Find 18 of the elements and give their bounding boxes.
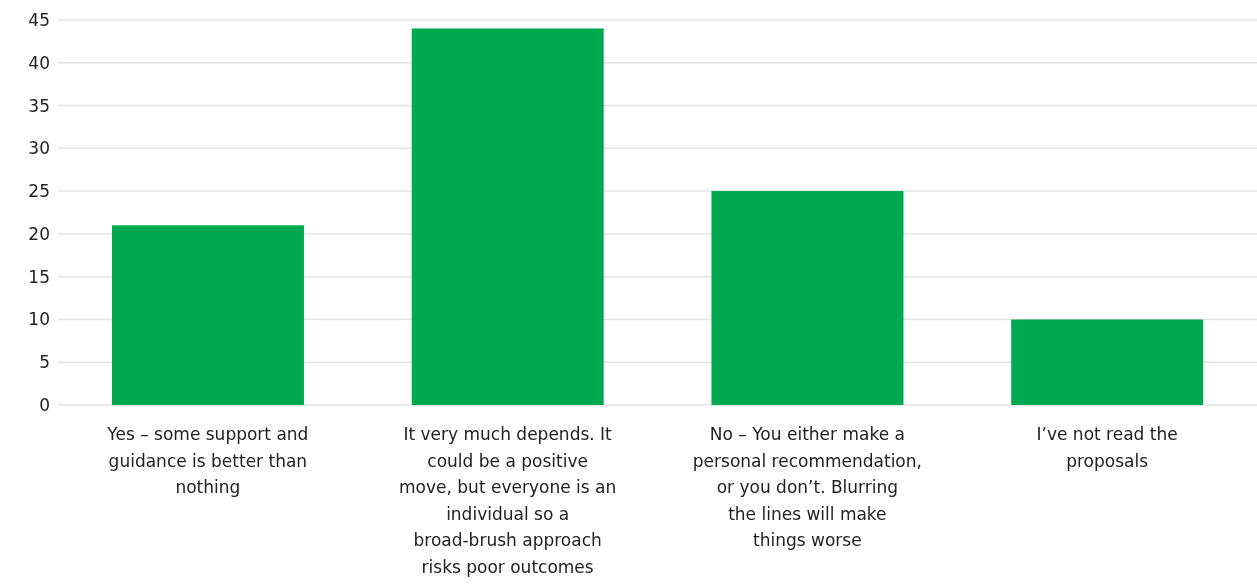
- x-tick-label: It very much depends. It could be a positive move, but everyone is an individual so a broad-brush approach risks poor outcomes: [399, 424, 617, 577]
- y-tick-label: 0: [39, 395, 50, 416]
- bar: [411, 28, 604, 405]
- bar: [1011, 319, 1204, 405]
- bar: [711, 191, 904, 405]
- y-tick-label: 35: [28, 95, 50, 116]
- x-tick-label: I’ve not read the proposals: [1036, 424, 1178, 471]
- x-tick-label: No – You either make a personal recommendation, or you don’t. Blurring the lines will make things worse: [692, 424, 922, 550]
- y-tick-label: 40: [28, 52, 50, 73]
- bar: [111, 225, 304, 405]
- y-tick-label: 15: [28, 266, 50, 287]
- x-tick-label: Yes – some support and guidance is better than nothing: [106, 424, 309, 497]
- y-tick-label: 20: [28, 223, 50, 244]
- y-tick-label: 5: [39, 352, 50, 373]
- y-tick-label: 10: [28, 309, 50, 330]
- y-tick-label: 30: [28, 138, 50, 159]
- y-tick-label: 45: [28, 10, 50, 31]
- y-tick-label: 25: [28, 181, 50, 202]
